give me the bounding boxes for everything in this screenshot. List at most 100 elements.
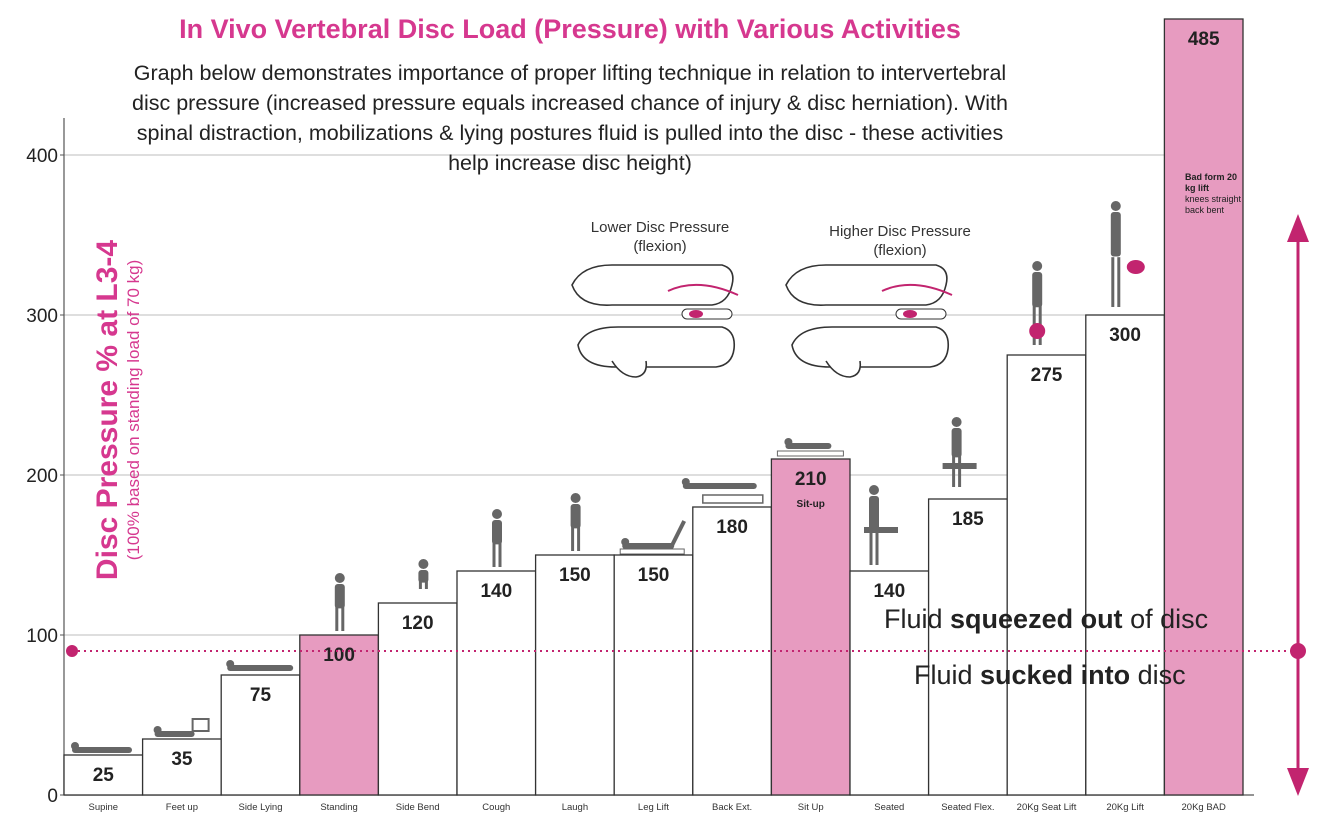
bar-value-label: 150 — [638, 565, 670, 586]
chart-title: In Vivo Vertebral Disc Load (Pressure) w… — [179, 14, 961, 44]
bar-value-label: 210 — [795, 469, 827, 490]
bar-value-label: 100 — [323, 645, 355, 666]
figure-body — [227, 665, 294, 671]
side-bend-figure — [418, 559, 429, 589]
x-tick-label: 20Kg Lift — [1106, 802, 1144, 813]
cough-figure — [492, 509, 502, 567]
x-tick-label: Back Ext. — [712, 802, 752, 813]
seated-flex-chair — [942, 463, 977, 469]
seat-lift-weight — [1029, 323, 1046, 339]
bar-value-label: 185 — [952, 509, 984, 530]
bar — [1163, 18, 1244, 796]
20kg-lift-weight — [1126, 260, 1145, 274]
spinous-process — [825, 360, 862, 378]
figure-body — [622, 543, 675, 549]
x-tick-label: Sit Up — [798, 802, 824, 813]
lower-disc-label: Lower Disc Pressure (flexion) — [550, 218, 770, 256]
chart-subtitle: Graph below demonstrates importance of p… — [132, 61, 1008, 175]
figure-head — [784, 438, 793, 446]
bar — [770, 458, 851, 796]
standing-figure — [334, 573, 345, 631]
figure-head — [418, 559, 429, 569]
lower-disc-label-line1: Lower Disc Pressure — [590, 219, 730, 236]
bar-value-label: 485 — [1188, 29, 1220, 50]
leg-lift-leg — [670, 520, 686, 546]
sit-up-note: Sit-up — [797, 499, 825, 510]
lower-disc-spine — [571, 264, 739, 378]
bar — [534, 554, 615, 796]
bar-value-label: 300 — [1109, 325, 1141, 346]
x-tick-label: Seated — [874, 802, 904, 813]
seated-flex-figure — [951, 417, 962, 487]
bar — [377, 602, 458, 796]
higher-disc-label: Higher Disc Pressure (flexion) — [790, 222, 1010, 260]
pressure-arrow-up — [1287, 214, 1309, 242]
vertebra-bottom — [577, 326, 736, 368]
supine-figure — [71, 742, 132, 753]
figure-torso — [492, 520, 502, 545]
figure-head — [869, 485, 879, 495]
bar-value-label: 180 — [716, 517, 748, 538]
bar — [63, 754, 144, 796]
threshold-left-dot — [66, 645, 78, 657]
bar-value-labels: 25 35 75 100 120 140 150 150 180 210 140 185 275 300 4… — [93, 29, 1220, 786]
lower-disc-label-line2: (flexion) — [633, 238, 687, 255]
sit-up-figure — [784, 438, 832, 449]
x-tick-label: Laugh — [562, 802, 588, 813]
y-axis-label: Disc Pressure % at L3-4 — [91, 239, 124, 581]
figure-body — [682, 483, 757, 489]
fluid-in-post: disc — [1130, 660, 1186, 690]
x-tick-label: Side Bend — [396, 802, 440, 813]
figure-head — [71, 742, 79, 750]
20kg-lift-figure — [1110, 201, 1121, 307]
figure-body — [785, 443, 832, 449]
figure-body — [154, 731, 195, 737]
vertebra-top — [571, 264, 734, 306]
fluid-out-pre: Fluid — [884, 604, 951, 634]
leg-lift-figure — [621, 538, 675, 549]
sit-up-table — [776, 450, 844, 457]
spine-diagrams — [571, 264, 953, 378]
bar — [220, 674, 301, 796]
figure-torso — [334, 584, 345, 609]
pressure-arrow — [667, 283, 739, 296]
x-tick-label: Seated Flex. — [941, 802, 994, 813]
figure-head — [681, 478, 690, 486]
bar — [1006, 354, 1087, 796]
x-tick-label: Side Lying — [238, 802, 282, 813]
bar-value-label: 35 — [171, 749, 193, 770]
pressure-arrow-down — [1287, 768, 1309, 796]
figure-torso — [951, 428, 962, 458]
x-tick-label: Leg Lift — [638, 802, 670, 813]
side-lying-figure — [226, 660, 294, 671]
figure-head — [1110, 201, 1121, 211]
spinous-process — [611, 360, 648, 378]
figure-head — [226, 660, 235, 668]
seated-figure — [869, 485, 879, 565]
bad-form-note-rest: knees straight back bent — [1185, 194, 1242, 215]
fluid-sucked-text: Fluid sucked into disc — [914, 660, 1186, 691]
bar — [1085, 314, 1166, 796]
vertebra-bottom — [791, 326, 950, 368]
fluid-threshold-line — [66, 214, 1309, 796]
leg-lift-table — [619, 548, 685, 555]
figure-head — [492, 509, 502, 519]
fluid-squeezed-text: Fluid squeezed out of disc — [884, 604, 1208, 635]
y-tick-label: 400 — [26, 146, 58, 167]
laugh-figure — [570, 493, 581, 551]
feet-up-figure — [153, 726, 195, 737]
bar — [927, 498, 1008, 796]
x-tick-label: Feet up — [166, 802, 198, 813]
x-tick-label: 20Kg BAD — [1182, 802, 1226, 813]
y-axis-sublabel: (100% based on standing load of 70 kg) — [124, 259, 143, 561]
bar-value-label: 275 — [1031, 365, 1063, 386]
bar-value-label: 75 — [250, 685, 272, 706]
higher-disc-label-line1: Higher Disc Pressure — [829, 223, 971, 240]
fluid-in-pre: Fluid — [914, 660, 981, 690]
bar — [613, 554, 694, 796]
figure-head — [334, 573, 345, 583]
x-tick-label: Standing — [320, 802, 358, 813]
back-ext-figure — [681, 478, 757, 489]
bars — [63, 18, 1244, 796]
